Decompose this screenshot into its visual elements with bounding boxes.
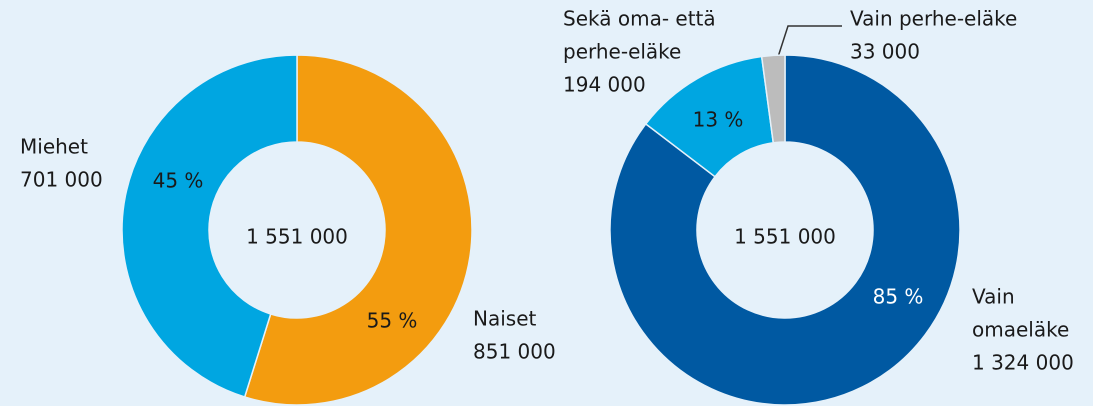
center-label: 1 551 000 [246,225,348,249]
category-label: Vain perhe-eläke [850,7,1017,31]
category-label: Vain [972,285,1015,309]
percentage-label: 13 % [693,108,744,132]
value-label: 33 000 [850,40,920,64]
value-label: 701 000 [20,168,103,192]
percentage-label: 85 % [873,285,924,309]
leader-line [777,25,842,58]
value-label: 1 324 000 [972,351,1074,375]
slice [609,54,961,406]
slice [760,54,786,144]
category-label: Miehet [20,135,88,159]
category-label: Naiset [473,307,536,331]
slice [243,54,473,406]
percentage-label: 55 % [367,309,418,333]
percentage-label: 45 % [153,169,204,193]
category-label: Sekä oma- että [563,7,716,31]
slice [121,54,298,398]
category-label: omaeläke [972,318,1069,342]
value-label: 851 000 [473,340,556,364]
value-label: 194 000 [563,73,646,97]
center-label: 1 551 000 [734,225,836,249]
category-label: perhe-eläke [563,40,681,64]
